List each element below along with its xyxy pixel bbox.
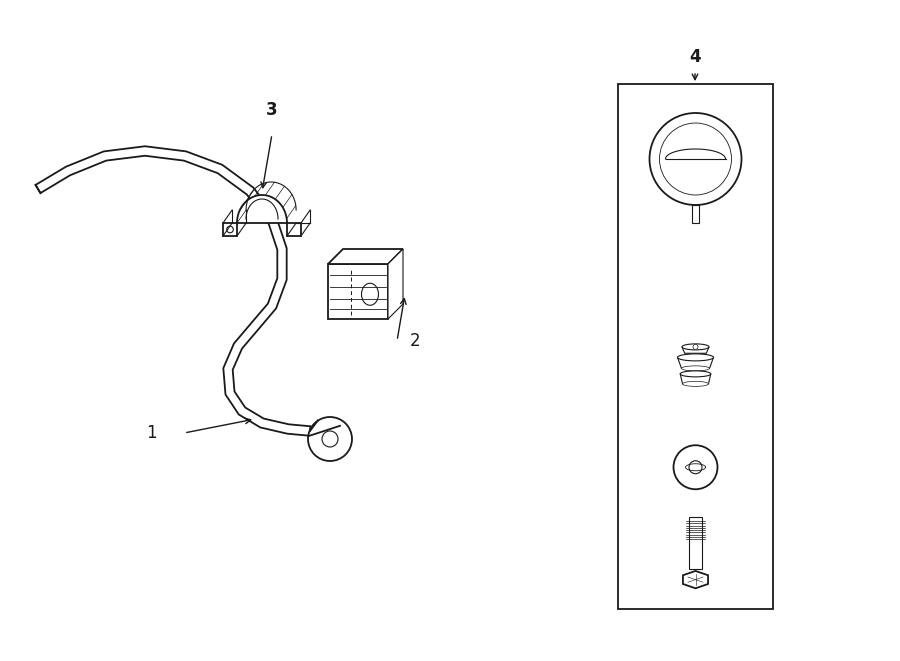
Polygon shape: [683, 571, 708, 588]
Circle shape: [689, 461, 702, 474]
Text: 4: 4: [689, 48, 701, 66]
Ellipse shape: [678, 354, 714, 361]
Polygon shape: [682, 347, 709, 353]
Polygon shape: [328, 249, 403, 264]
Polygon shape: [223, 195, 301, 236]
Bar: [692, 205, 699, 223]
Ellipse shape: [682, 344, 709, 350]
Circle shape: [673, 446, 717, 489]
Bar: [689, 517, 702, 569]
Circle shape: [688, 148, 703, 162]
Polygon shape: [388, 249, 403, 319]
Circle shape: [322, 431, 338, 447]
Circle shape: [660, 123, 732, 195]
Circle shape: [227, 226, 233, 233]
Ellipse shape: [681, 366, 709, 371]
Circle shape: [308, 417, 352, 461]
Circle shape: [693, 344, 698, 350]
Ellipse shape: [362, 284, 379, 305]
Polygon shape: [678, 358, 714, 368]
Ellipse shape: [682, 381, 708, 387]
Polygon shape: [36, 146, 310, 436]
Polygon shape: [328, 264, 388, 319]
Polygon shape: [680, 374, 711, 384]
Circle shape: [650, 113, 742, 205]
Text: 3: 3: [266, 101, 278, 119]
Text: 2: 2: [410, 332, 420, 350]
Ellipse shape: [680, 371, 711, 377]
Bar: [618, 84, 773, 609]
Text: 1: 1: [147, 424, 157, 442]
